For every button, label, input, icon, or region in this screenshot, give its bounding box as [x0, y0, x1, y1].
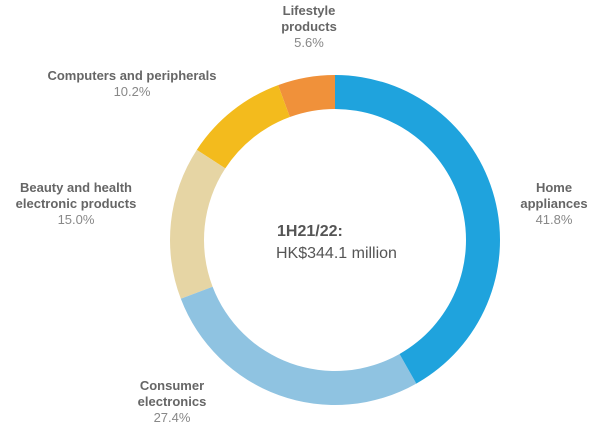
center-subtitle: HK$344.1 million — [276, 245, 397, 262]
donut-slice — [180, 286, 417, 405]
category-label: Lifestyle products — [281, 3, 337, 34]
value-label: 27.4% — [153, 410, 191, 425]
donut-slice — [196, 85, 290, 169]
category-label: Consumer electronics — [137, 378, 207, 409]
slice-label: Lifestyle products 5.6% — [269, 3, 349, 51]
category-label: Computers and peripherals — [47, 68, 217, 83]
donut-slice — [278, 75, 335, 118]
value-label: 10.2% — [113, 84, 151, 99]
category-label: Beauty and health electronic products — [15, 180, 137, 211]
slice-label: Consumer electronics 27.4% — [117, 378, 227, 426]
category-label: Home appliances — [520, 180, 588, 211]
value-label: 41.8% — [535, 212, 573, 227]
donut-slice — [335, 75, 500, 384]
center-title: 1H21/22: — [277, 223, 343, 240]
slice-label: Computers and peripherals 10.2% — [17, 68, 247, 100]
slice-label: Beauty and health electronic products 15.… — [0, 180, 156, 228]
value-label: 5.6% — [294, 35, 324, 50]
value-label: 15.0% — [57, 212, 95, 227]
donut-slice — [169, 149, 226, 299]
slice-label: Home appliances 41.8% — [514, 180, 594, 228]
